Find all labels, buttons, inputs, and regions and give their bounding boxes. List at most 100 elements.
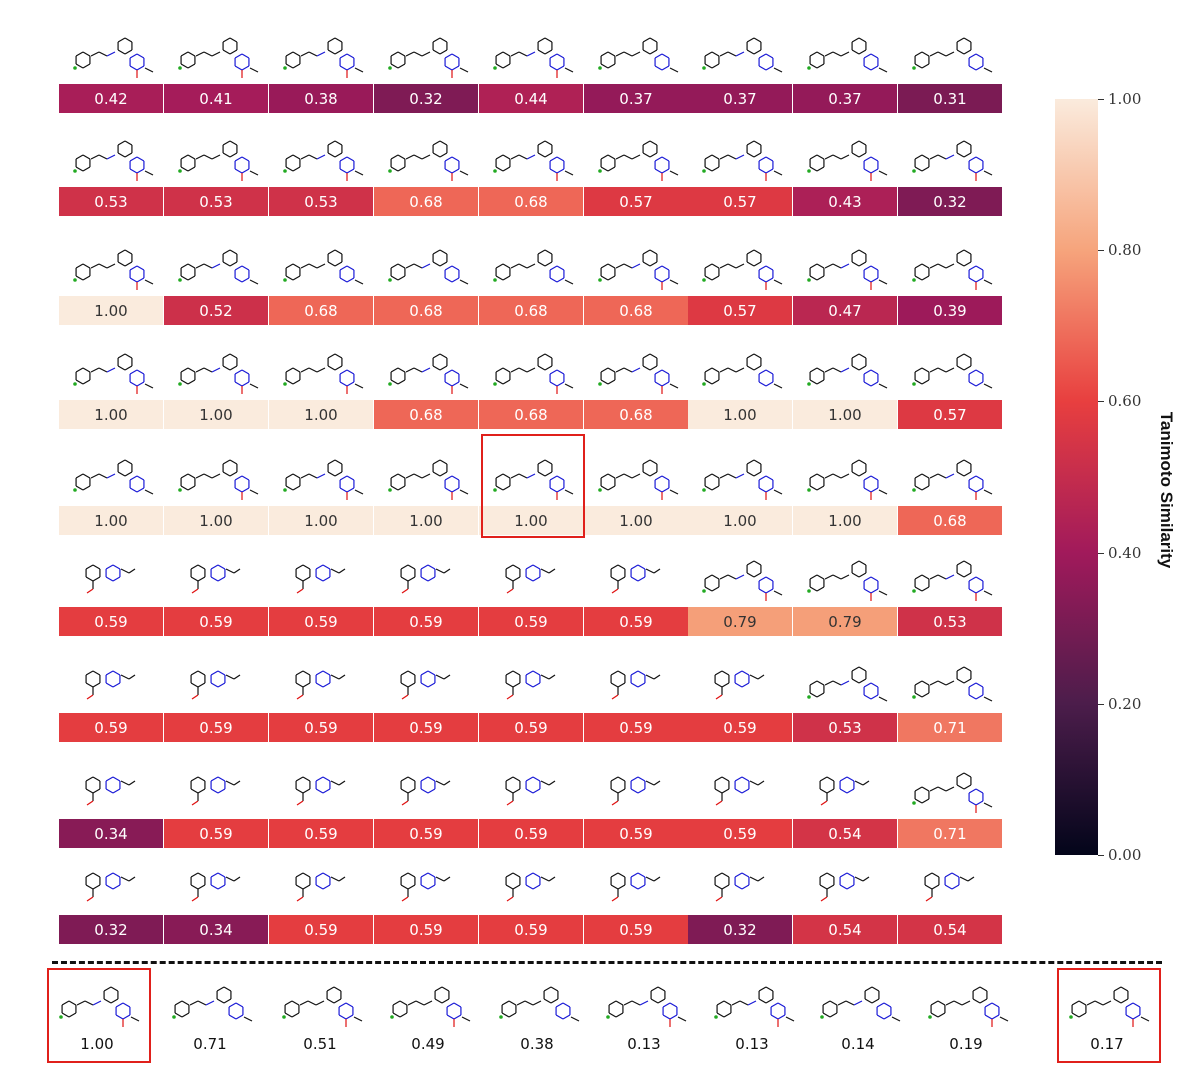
heatmap-cell: 0.59 [479,915,583,944]
heatmap-cell: 0.54 [793,819,897,848]
molecule-structure [73,353,154,394]
colorbar-tick [1098,703,1104,705]
molecule-structure [178,353,259,394]
heatmap-cell: 0.59 [269,915,373,944]
molecule-structure [702,249,783,290]
heatmap-cell: 0.57 [898,400,1002,429]
molecule-structure [714,670,765,700]
colorbar-tick-label: 0.80 [1108,241,1142,260]
heatmap-cell: 0.59 [59,607,163,636]
bottom-similarity-label: 0.19 [949,1035,983,1053]
molecule-structure [912,140,993,181]
heatmap-cell: 0.68 [374,187,478,216]
molecule-structure [178,37,259,78]
bottom-similarity-label: 1.00 [80,1035,114,1053]
heatmap-cell: 0.71 [898,819,1002,848]
heatmap-cell: 0.59 [584,713,688,742]
heatmap-cell: 0.54 [898,915,1002,944]
heatmap-cell: 0.59 [479,819,583,848]
molecule-structure [85,670,136,700]
molecule-structure [73,140,154,181]
molecule-structure [505,670,556,700]
heatmap-cell: 1.00 [59,400,163,429]
heatmap-cell: 0.31 [898,84,1002,113]
molecule-structure [388,353,469,394]
molecule-structure [598,37,679,73]
molecule-structure [388,459,469,500]
heatmap-cell: 0.53 [898,607,1002,636]
heatmap-cell: 0.59 [269,607,373,636]
bottom-similarity-label: 0.71 [193,1035,227,1053]
heatmap-cell: 0.53 [59,187,163,216]
heatmap-cell: 0.68 [479,400,583,429]
molecule-structure [714,872,765,902]
heatmap-cell: 0.41 [164,84,268,113]
molecule-structure [924,872,975,902]
heatmap-cell: 0.37 [793,84,897,113]
molecule-structure [912,772,993,813]
heatmap-cell: 0.71 [898,713,1002,742]
molecule-structure [505,872,556,902]
heatmap-cell: 0.59 [688,713,792,742]
heatmap-cell: 1.00 [59,506,163,535]
heatmap-cell: 1.00 [793,400,897,429]
heatmap-cell: 1.00 [59,296,163,325]
heatmap-cell: 0.68 [479,187,583,216]
molecule-structure [85,872,136,902]
molecule-structure [714,776,765,806]
molecule-structure [85,564,136,594]
molecule-structure [73,37,154,78]
heatmap-cell: 0.59 [374,607,478,636]
heatmap-cell: 1.00 [584,506,688,535]
molecule-structure [819,872,870,902]
molecule-structure [493,249,574,285]
heatmap-cell: 0.59 [164,607,268,636]
heatmap-cell: 1.00 [793,506,897,535]
heatmap-cell: 0.47 [793,296,897,325]
dashed-separator [52,961,1162,964]
heatmap-cell: 0.59 [59,713,163,742]
colorbar-tick-label: 0.00 [1108,846,1142,864]
molecule-structure [295,776,346,806]
molecule-structure [390,986,471,1027]
molecule-structure [85,776,136,806]
colorbar-tick [1098,401,1104,403]
heatmap-cell: 1.00 [269,506,373,535]
heatmap-cell: 0.68 [584,296,688,325]
molecule-structure [912,37,993,73]
heatmap-cell: 0.68 [584,400,688,429]
molecule-structure [493,140,574,181]
molecule-structure [912,560,993,601]
heatmap-cell: 0.57 [688,296,792,325]
heatmap-cell: 0.59 [269,819,373,848]
molecule-structure [1069,986,1150,1027]
molecule-structure [912,459,993,500]
molecule-structure [190,670,241,700]
heatmap-cell: 0.68 [374,400,478,429]
molecule-structure [283,353,364,394]
colorbar-tick [1098,99,1104,100]
heatmap-cell: 0.68 [898,506,1002,535]
molecule-structure [283,140,364,181]
heatmap-cell: 1.00 [479,506,583,535]
bottom-highlight-box [1057,968,1161,1063]
molecule-structure [598,459,679,500]
heatmap-cell: 0.59 [374,915,478,944]
heatmap-cell: 1.00 [269,400,373,429]
molecule-structure [400,670,451,700]
heatmap-cell: 0.44 [479,84,583,113]
molecule-structure [714,986,795,1027]
bottom-similarity-label: 0.38 [520,1035,554,1053]
molecule-structure [178,249,259,285]
bottom-similarity-label: 0.13 [627,1035,661,1053]
molecule-structure [610,872,661,902]
heatmap-cell: 0.57 [688,187,792,216]
molecule-structure [702,37,783,73]
molecule-structure [190,872,241,902]
heatmap-cell: 0.79 [688,607,792,636]
heatmap-cell: 0.39 [898,296,1002,325]
molecule-structure [598,140,679,181]
heatmap-cell: 0.59 [584,915,688,944]
heatmap-cell: 1.00 [688,506,792,535]
